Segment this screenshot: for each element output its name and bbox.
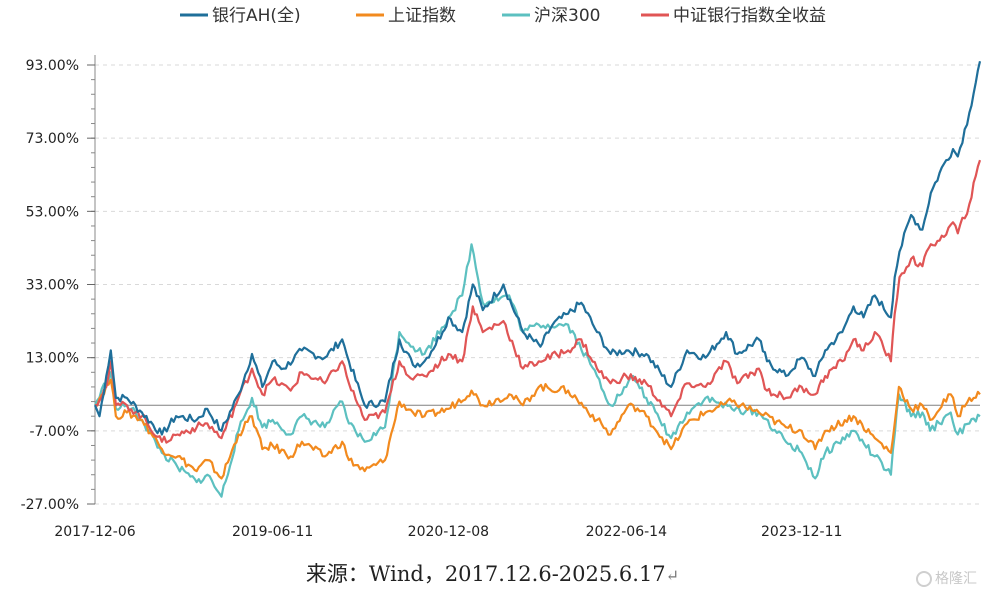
watermark-logo-icon: [916, 571, 932, 587]
chart-axes: 93.00% 73.00% 53.00% 33.00% 13.00% -7.00% -27.…: [21, 55, 980, 540]
return-mark-icon: ↵: [665, 566, 680, 585]
watermark: 格隆汇: [916, 568, 977, 588]
y-tick-label: 53.00%: [26, 204, 79, 220]
y-tick-label: -27.00%: [21, 497, 79, 513]
source-text: 来源：Wind，2017.12.6-2025.6.17: [305, 562, 666, 586]
chart-legend: 银行AH(全) 上证指数 沪深300 中证银行指数全收益: [180, 6, 826, 26]
watermark-text: 格隆汇: [935, 571, 977, 587]
y-tick-label: 33.00%: [26, 278, 79, 294]
x-tick-label: 2023-12-11: [761, 524, 842, 540]
series-line-2: [94, 243, 981, 498]
series-line-0: [93, 61, 982, 436]
x-tick-label: 2022-06-14: [586, 524, 667, 540]
legend-label: 沪深300: [534, 6, 600, 26]
y-tick-label: 93.00%: [26, 58, 79, 74]
legend-label: 银行AH(全): [212, 6, 301, 26]
legend-label: 中证银行指数全收益: [673, 6, 826, 26]
x-tick-label: 2017-12-06: [54, 524, 135, 540]
y-tick-label: -7.00%: [29, 424, 79, 440]
line-chart: 银行AH(全) 上证指数 沪深300 中证银行指数全收益 93.00% 73.00% 53…: [21, 6, 982, 540]
x-tick-label: 2020-12-08: [408, 524, 489, 540]
chart-grid: [95, 64, 980, 505]
chart-series: [93, 61, 982, 498]
y-tick-label: 13.00%: [26, 351, 79, 367]
series-line-1: [94, 378, 981, 480]
legend-label: 上证指数: [388, 6, 456, 26]
y-tick-label: 73.00%: [26, 131, 79, 147]
series-line-3: [95, 159, 982, 444]
x-tick-label: 2019-06-11: [232, 524, 313, 540]
source-caption: 来源：Wind，2017.12.6-2025.6.17↵: [0, 558, 985, 588]
